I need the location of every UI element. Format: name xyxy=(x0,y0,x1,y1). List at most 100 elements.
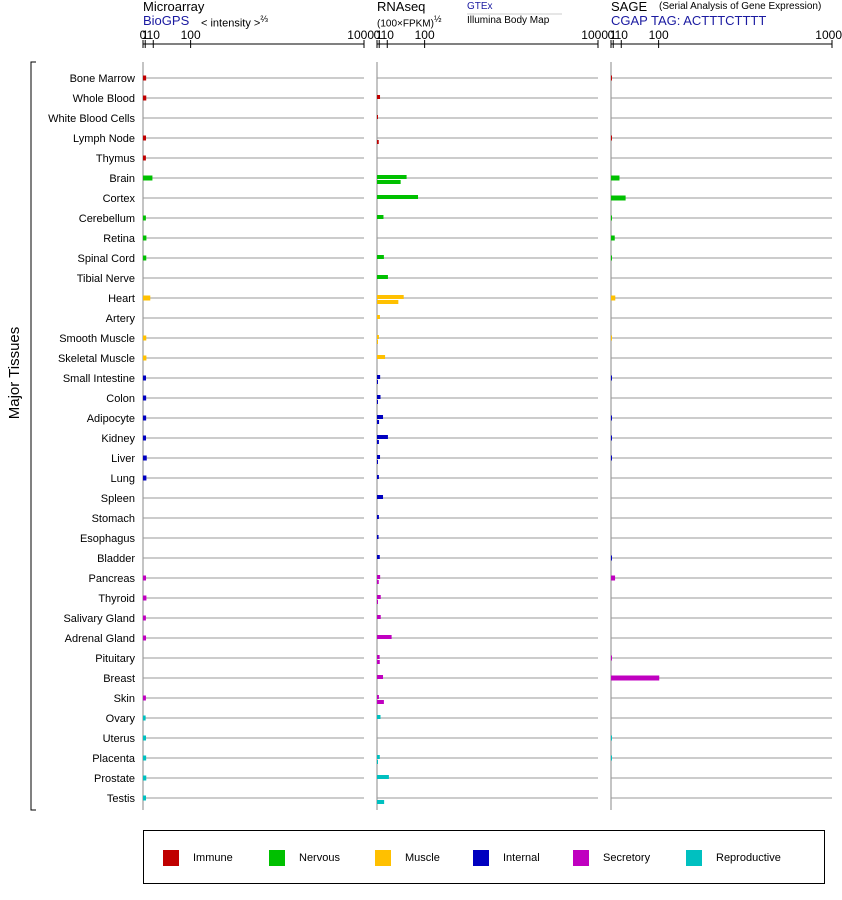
bar-secretory xyxy=(611,575,616,581)
x-tick-label: 1000 xyxy=(347,28,374,42)
legend-swatch-muscle xyxy=(375,850,391,866)
bar-reproductive xyxy=(377,755,380,759)
bar-internal xyxy=(143,395,147,401)
bar-secretory xyxy=(377,635,392,639)
bar-muscle xyxy=(377,340,378,344)
category-label: Stomach xyxy=(92,513,135,525)
legend-label-reproductive: Reproductive xyxy=(716,852,781,864)
bar-secretory xyxy=(143,695,146,701)
rnaseq-title: RNAseq xyxy=(377,0,426,14)
bar-secretory xyxy=(377,615,381,619)
bar-internal xyxy=(143,475,147,481)
bar-reproductive xyxy=(143,735,147,741)
bar-secretory xyxy=(377,660,380,664)
x-tick-label: 1 xyxy=(610,28,617,42)
x-tick-label: 100 xyxy=(649,28,669,42)
bar-internal xyxy=(611,555,612,561)
category-label: Colon xyxy=(106,393,135,405)
bar-reproductive xyxy=(143,755,147,761)
bar-internal xyxy=(377,395,381,399)
legend-swatch-reproductive xyxy=(686,850,702,866)
category-label: Whole Blood xyxy=(73,93,135,105)
bar-secretory xyxy=(377,700,384,704)
bar-internal xyxy=(377,380,378,384)
bar-internal xyxy=(143,375,147,381)
bar-internal xyxy=(377,475,379,479)
bar-internal xyxy=(143,415,147,421)
bar-immune xyxy=(143,75,147,81)
category-label: Lymph Node xyxy=(73,133,135,145)
x-tick-label: 1 xyxy=(142,28,149,42)
bar-reproductive xyxy=(377,760,378,764)
x-tick-label: 10 xyxy=(615,28,629,42)
category-label: White Blood Cells xyxy=(48,113,135,125)
x-tick-label: 0 xyxy=(140,28,147,42)
bar-muscle xyxy=(611,295,616,301)
legend-label-internal: Internal xyxy=(503,852,540,864)
bar-muscle xyxy=(143,355,147,361)
bar-immune xyxy=(143,95,147,101)
bar-secretory xyxy=(377,575,381,579)
category-label: Thyroid xyxy=(98,593,135,605)
bar-internal xyxy=(611,435,612,441)
bar-secretory xyxy=(377,695,379,699)
bar-nervous xyxy=(377,180,401,184)
bar-secretory xyxy=(143,575,147,581)
bar-muscle xyxy=(377,355,386,359)
category-label: Bone Marrow xyxy=(70,73,135,85)
legend-label-immune: Immune xyxy=(193,852,233,864)
bar-nervous xyxy=(377,175,407,179)
category-label: Tibial Nerve xyxy=(77,273,135,285)
bar-muscle xyxy=(377,315,380,319)
category-label: Pancreas xyxy=(89,573,136,585)
bar-internal xyxy=(611,415,612,421)
category-label: Breast xyxy=(103,673,135,685)
x-tick-label: 0 xyxy=(374,28,381,42)
legend-label-secretory: Secretory xyxy=(603,852,651,864)
bar-immune xyxy=(611,135,612,141)
bar-internal xyxy=(377,400,378,404)
bar-reproductive xyxy=(377,715,381,719)
category-label: Testis xyxy=(107,793,136,805)
x-tick-label: 1000 xyxy=(581,28,608,42)
tissue-legend: Immune Nervous Muscle Internal Secretory… xyxy=(143,830,825,884)
sage-title: SAGE xyxy=(611,0,648,14)
sage-subtitle: (Serial Analysis of Gene Expression) xyxy=(659,1,822,12)
category-label: Small Intestine xyxy=(63,373,135,385)
x-tick-label: 1000 xyxy=(815,28,842,42)
x-tick-label: 1 xyxy=(376,28,383,42)
bar-secretory xyxy=(143,635,147,641)
bar-immune xyxy=(377,95,381,99)
bar-nervous xyxy=(143,175,153,181)
category-label: Salivary Gland xyxy=(63,613,135,625)
bar-internal xyxy=(143,455,147,461)
bar-internal xyxy=(377,495,384,499)
bar-nervous xyxy=(611,235,615,241)
category-label: Smooth Muscle xyxy=(59,333,135,345)
category-label: Uterus xyxy=(103,733,136,745)
bar-muscle xyxy=(611,335,612,341)
bar-internal xyxy=(377,515,379,519)
bar-internal xyxy=(377,435,388,439)
category-label: Thymus xyxy=(96,153,136,165)
bar-secretory xyxy=(611,675,660,681)
legend-swatch-nervous xyxy=(269,850,285,866)
bar-secretory xyxy=(143,595,147,601)
bar-muscle xyxy=(143,295,151,301)
bar-internal xyxy=(377,460,378,464)
category-label: Adrenal Gland xyxy=(65,633,135,645)
biogps-link[interactable]: BioGPS xyxy=(143,13,190,28)
rnaseq-exponent: ½ xyxy=(433,14,442,24)
gtex-label[interactable]: GTEx xyxy=(467,1,493,12)
bar-immune xyxy=(143,135,147,141)
bar-internal xyxy=(377,555,380,559)
cgap-tag-link[interactable]: CGAP TAG: ACTTTCTTTT xyxy=(611,13,767,28)
legend-swatch-immune xyxy=(163,850,179,866)
legend-label-muscle: Muscle xyxy=(405,852,440,864)
category-label: Skin xyxy=(114,693,135,705)
category-label: Cerebellum xyxy=(79,213,135,225)
bar-nervous xyxy=(611,175,620,181)
bar-reproductive xyxy=(143,715,146,721)
category-label: Placenta xyxy=(92,753,136,765)
bar-secretory xyxy=(377,595,381,599)
